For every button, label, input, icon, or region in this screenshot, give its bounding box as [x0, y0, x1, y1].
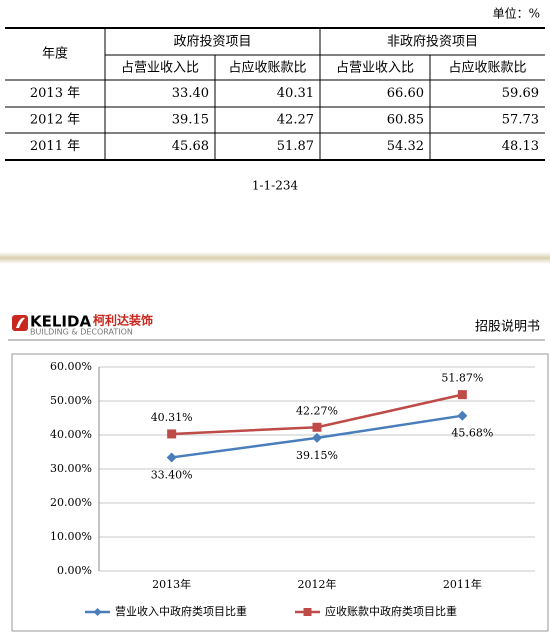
page-separator [0, 252, 550, 264]
table-cell: 33.40 [172, 86, 209, 101]
chart: 0.00% 10.00% 20.00% 30.00% 40.00% 50.00% 60.00… [50, 360, 535, 618]
x-tick-label: 2011年 [443, 577, 482, 591]
table-subheader: 占应收账款比 [228, 60, 306, 76]
table-cell: 2011 年 [30, 139, 80, 154]
data-label: 33.40% [151, 468, 193, 481]
legend-label: 应收账款中政府类项目比重 [325, 604, 457, 618]
table-cell: 39.15 [172, 113, 209, 128]
legend-marker [93, 608, 102, 616]
table-group-header: 非政府投资项目 [387, 34, 478, 50]
data-point [457, 410, 468, 421]
table-cell: 48.13 [502, 139, 539, 154]
data-label: 51.87% [441, 372, 483, 385]
table-cell: 40.31 [277, 86, 314, 101]
table-subheader: 占营业收入比 [121, 61, 199, 76]
y-tick-label: 60.00% [50, 360, 92, 373]
page-number: 1-1-234 [252, 179, 299, 193]
x-tick-label: 2013年 [152, 577, 191, 591]
y-tick-label: 10.00% [50, 530, 92, 543]
x-tick-label: 2012年 [298, 577, 337, 591]
table-cell: 51.87 [277, 139, 314, 154]
logo-brand-cn: 柯利达装饰 [93, 313, 153, 328]
data-point [457, 390, 467, 400]
table-group-header: 政府投资项目 [173, 34, 251, 50]
table-cell: 2012 年 [30, 113, 80, 128]
y-tick-label: 0.00% [57, 564, 92, 577]
table-subheader: 占营业收入比 [336, 61, 414, 76]
data-point [167, 429, 177, 439]
data-label: 45.68% [451, 427, 493, 440]
logo-icon-mark [16, 317, 25, 328]
data-label: 39.15% [296, 449, 338, 462]
logo: KELIDA 柯利达装饰 BUILDING & DECORATION [12, 313, 153, 337]
doc-title: 招股说明书 [475, 320, 540, 335]
table-cell: 2013 年 [30, 86, 80, 101]
y-tick-label: 40.00% [50, 428, 92, 441]
table-header: 年度 [42, 46, 68, 62]
data-label: 40.31% [151, 411, 193, 424]
data-point [312, 422, 322, 432]
table-cell: 42.27 [277, 113, 314, 128]
table-cell: 59.69 [502, 86, 539, 101]
y-tick-label: 50.00% [50, 394, 92, 407]
y-tick-label: 30.00% [50, 462, 92, 475]
table-cell: 60.85 [387, 113, 424, 128]
table-cell: 45.68 [172, 139, 209, 154]
legend-marker [303, 608, 312, 616]
chart-frame [11, 353, 549, 632]
table-subheader: 占应收账款比 [448, 60, 526, 76]
table-cell: 66.60 [387, 86, 424, 101]
legend-label: 营业收入中政府类项目比重 [115, 604, 247, 618]
logo-brand: KELIDA [30, 313, 91, 331]
data-point [166, 452, 177, 463]
data-label: 42.27% [296, 404, 338, 417]
y-tick-label: 20.00% [50, 496, 92, 509]
data-point [312, 432, 322, 443]
unit-note: 单位：% [493, 6, 540, 21]
logo-tagline: BUILDING & DECORATION [30, 328, 133, 337]
table-cell: 54.32 [387, 139, 424, 154]
table-cell: 57.73 [502, 113, 539, 128]
